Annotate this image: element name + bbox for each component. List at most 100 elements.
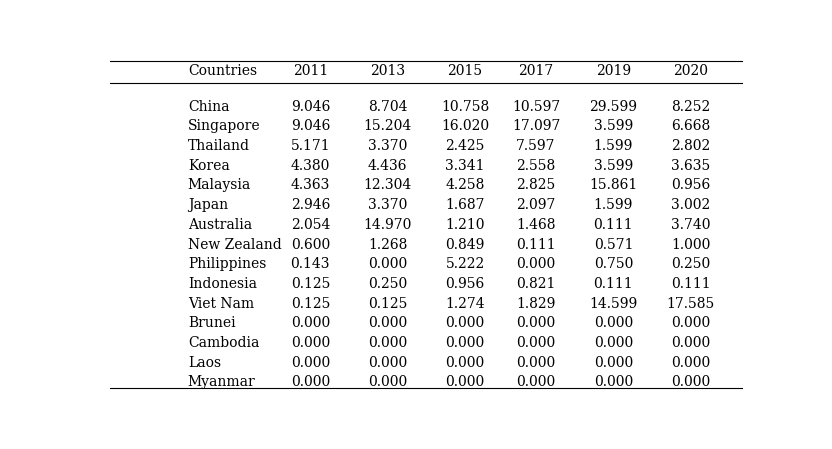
Text: 3.370: 3.370: [368, 139, 408, 153]
Text: 0.125: 0.125: [290, 297, 330, 311]
Text: 0.571: 0.571: [594, 238, 633, 251]
Text: 0.750: 0.750: [594, 257, 633, 271]
Text: Malaysia: Malaysia: [188, 179, 251, 193]
Text: 0.000: 0.000: [594, 317, 633, 330]
Text: 1.599: 1.599: [594, 198, 633, 212]
Text: 14.599: 14.599: [589, 297, 637, 311]
Text: 0.821: 0.821: [517, 277, 556, 291]
Text: 0.000: 0.000: [290, 336, 330, 350]
Text: Australia: Australia: [188, 218, 252, 232]
Text: Cambodia: Cambodia: [188, 336, 260, 350]
Text: 0.600: 0.600: [290, 238, 330, 251]
Text: 3.740: 3.740: [671, 218, 711, 232]
Text: 0.000: 0.000: [445, 317, 485, 330]
Text: 1.274: 1.274: [445, 297, 485, 311]
Text: 2.825: 2.825: [517, 179, 556, 193]
Text: 29.599: 29.599: [589, 100, 637, 114]
Text: 0.849: 0.849: [445, 238, 485, 251]
Text: China: China: [188, 100, 230, 114]
Text: 2017: 2017: [518, 64, 553, 78]
Text: 15.861: 15.861: [589, 179, 637, 193]
Text: Countries: Countries: [188, 64, 257, 78]
Text: Brunei: Brunei: [188, 317, 235, 330]
Text: 0.000: 0.000: [517, 375, 556, 389]
Text: 4.436: 4.436: [368, 159, 408, 173]
Text: 4.363: 4.363: [290, 179, 330, 193]
Text: 10.597: 10.597: [512, 100, 560, 114]
Text: 17.097: 17.097: [512, 119, 560, 133]
Text: 2.946: 2.946: [290, 198, 330, 212]
Text: 0.000: 0.000: [671, 375, 711, 389]
Text: 2.802: 2.802: [671, 139, 711, 153]
Text: 0.000: 0.000: [517, 317, 556, 330]
Text: 0.111: 0.111: [593, 277, 633, 291]
Text: 1.000: 1.000: [671, 238, 711, 251]
Text: Philippines: Philippines: [188, 257, 266, 271]
Text: 1.468: 1.468: [517, 218, 556, 232]
Text: 0.250: 0.250: [671, 257, 711, 271]
Text: Korea: Korea: [188, 159, 230, 173]
Text: 3.635: 3.635: [671, 159, 711, 173]
Text: 3.002: 3.002: [671, 198, 711, 212]
Text: 0.000: 0.000: [445, 336, 485, 350]
Text: 4.258: 4.258: [445, 179, 485, 193]
Text: 0.000: 0.000: [368, 257, 408, 271]
Text: 0.111: 0.111: [671, 277, 711, 291]
Text: 9.046: 9.046: [290, 119, 330, 133]
Text: 1.268: 1.268: [368, 238, 408, 251]
Text: 0.125: 0.125: [368, 297, 408, 311]
Text: Indonesia: Indonesia: [188, 277, 257, 291]
Text: 2011: 2011: [293, 64, 328, 78]
Text: 0.111: 0.111: [516, 238, 556, 251]
Text: 0.143: 0.143: [290, 257, 330, 271]
Text: 0.956: 0.956: [671, 179, 711, 193]
Text: 2013: 2013: [370, 64, 405, 78]
Text: 0.000: 0.000: [671, 356, 711, 370]
Text: 8.704: 8.704: [368, 100, 408, 114]
Text: 0.000: 0.000: [671, 336, 711, 350]
Text: 2019: 2019: [596, 64, 631, 78]
Text: 6.668: 6.668: [671, 119, 711, 133]
Text: 7.597: 7.597: [517, 139, 556, 153]
Text: Japan: Japan: [188, 198, 228, 212]
Text: 16.020: 16.020: [441, 119, 489, 133]
Text: 2.558: 2.558: [517, 159, 556, 173]
Text: 5.222: 5.222: [445, 257, 485, 271]
Text: 9.046: 9.046: [290, 100, 330, 114]
Text: 15.204: 15.204: [364, 119, 412, 133]
Text: 0.000: 0.000: [671, 317, 711, 330]
Text: 1.829: 1.829: [517, 297, 556, 311]
Text: 3.599: 3.599: [594, 159, 633, 173]
Text: 3.341: 3.341: [445, 159, 485, 173]
Text: 0.000: 0.000: [517, 336, 556, 350]
Text: 1.599: 1.599: [594, 139, 633, 153]
Text: 1.210: 1.210: [445, 218, 485, 232]
Text: 5.171: 5.171: [290, 139, 330, 153]
Text: 0.111: 0.111: [593, 218, 633, 232]
Text: 0.000: 0.000: [290, 317, 330, 330]
Text: Thailand: Thailand: [188, 139, 250, 153]
Text: 17.585: 17.585: [666, 297, 715, 311]
Text: 0.000: 0.000: [594, 356, 633, 370]
Text: 0.250: 0.250: [368, 277, 408, 291]
Text: Viet Nam: Viet Nam: [188, 297, 254, 311]
Text: 0.000: 0.000: [368, 317, 408, 330]
Text: 0.000: 0.000: [517, 257, 556, 271]
Text: 0.000: 0.000: [594, 375, 633, 389]
Text: 0.000: 0.000: [368, 356, 408, 370]
Text: 2.097: 2.097: [517, 198, 556, 212]
Text: 14.970: 14.970: [364, 218, 412, 232]
Text: 0.000: 0.000: [445, 356, 485, 370]
Text: 2.054: 2.054: [290, 218, 330, 232]
Text: Singapore: Singapore: [188, 119, 260, 133]
Text: 0.956: 0.956: [445, 277, 485, 291]
Text: 0.000: 0.000: [368, 375, 408, 389]
Text: 0.000: 0.000: [290, 356, 330, 370]
Text: 0.000: 0.000: [594, 336, 633, 350]
Text: 4.380: 4.380: [290, 159, 330, 173]
Text: 8.252: 8.252: [671, 100, 711, 114]
Text: 0.000: 0.000: [517, 356, 556, 370]
Text: 1.687: 1.687: [445, 198, 485, 212]
Text: Laos: Laos: [188, 356, 221, 370]
Text: 10.758: 10.758: [441, 100, 489, 114]
